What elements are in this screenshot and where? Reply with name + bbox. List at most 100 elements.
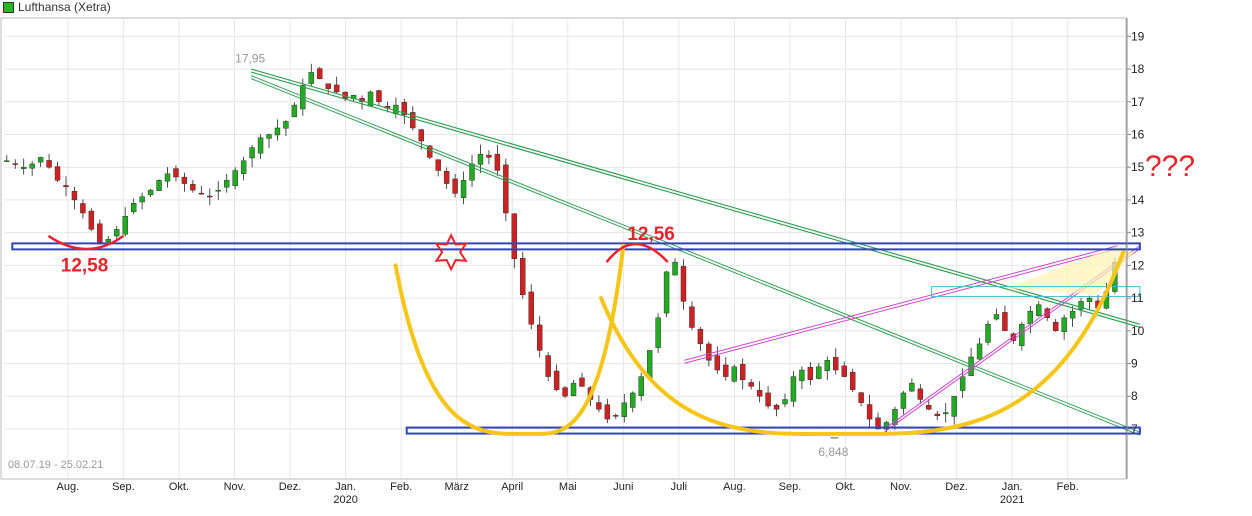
candle-body xyxy=(858,392,864,403)
question-label: ??? xyxy=(1145,150,1195,183)
candle-body xyxy=(528,291,534,325)
x-tick-label: Nov. xyxy=(224,481,246,493)
y-tick-label: 18 xyxy=(1131,62,1145,76)
candle-body xyxy=(773,404,780,410)
candle-body xyxy=(689,306,695,328)
y-axis: 7 8 9 10 11 12 13 14 15 16 17 18 19 xyxy=(1126,18,1145,479)
chart-legend: Lufthansa (Xetra) xyxy=(3,0,111,14)
candle-body xyxy=(283,121,289,129)
candle-body xyxy=(1061,317,1067,332)
x-tick-label: April xyxy=(501,481,523,493)
candle-body xyxy=(959,376,966,391)
candle-body xyxy=(909,382,915,392)
date-range-label: 08.07.19 - 25.02.21 xyxy=(8,459,104,471)
candle-body xyxy=(799,369,805,382)
point-label: 17,95 xyxy=(235,52,265,66)
mid-resistance-label: 12,56 xyxy=(627,224,675,245)
candle-body xyxy=(401,102,408,116)
candle-body xyxy=(723,364,729,377)
trend-line xyxy=(250,78,1141,436)
candle-body xyxy=(12,163,18,165)
candle-body xyxy=(536,324,543,351)
x-tick-label: Okt. xyxy=(835,481,855,493)
candle-body xyxy=(215,189,221,192)
candle-body xyxy=(1086,297,1093,302)
candle-body xyxy=(333,84,340,93)
candle-body xyxy=(139,196,145,203)
candle-body xyxy=(147,189,154,196)
candle-body xyxy=(37,157,44,163)
channel-line xyxy=(684,248,1118,364)
candle-body xyxy=(1027,310,1034,325)
candle-body xyxy=(553,370,560,390)
candle-body xyxy=(266,134,272,139)
y-tick-label: 14 xyxy=(1131,193,1145,207)
candle-body xyxy=(452,178,458,194)
candle-body xyxy=(976,343,983,360)
candle-body xyxy=(740,364,746,381)
y-tick-label: 19 xyxy=(1131,29,1145,43)
channel-line xyxy=(684,245,1118,361)
x-tick-label: Jan. xyxy=(1002,481,1023,493)
candle-body xyxy=(807,367,814,381)
y-tick-label: 9 xyxy=(1131,357,1138,371)
y-tick-label: 16 xyxy=(1131,128,1145,142)
y-tick-label: 10 xyxy=(1131,324,1145,338)
candle-body xyxy=(477,153,484,165)
candle-body xyxy=(841,365,847,377)
star-icon xyxy=(434,232,468,272)
candle-body xyxy=(849,371,856,390)
candle-body xyxy=(435,159,441,171)
candle-body xyxy=(706,343,712,361)
candle-body xyxy=(249,147,255,159)
support-line xyxy=(11,242,1141,251)
candle-body xyxy=(663,271,670,314)
x-tick-label: Jan. xyxy=(335,481,356,493)
candle-body xyxy=(782,399,788,405)
arc-curve xyxy=(393,243,626,436)
candle-body xyxy=(105,238,111,243)
left-support-label: 12,58 xyxy=(61,255,109,276)
candle-body xyxy=(190,183,196,191)
candle-body xyxy=(71,190,78,201)
y-tick-label: 11 xyxy=(1131,291,1144,305)
candle-body xyxy=(655,317,661,348)
candle-body xyxy=(46,160,52,168)
legend-swatch xyxy=(3,1,14,13)
candle-body xyxy=(317,68,323,80)
candle-body xyxy=(410,112,416,129)
trend-line xyxy=(251,68,1141,325)
candle-body xyxy=(325,83,331,89)
year-label: 2021 xyxy=(1000,494,1024,506)
x-axis: Aug. Sep. Okt. Nov. Dez. Jan. Feb. März April Mai… xyxy=(57,481,1079,506)
candle-body xyxy=(638,376,644,396)
annotations: 17,95 6,848 12,58 12,56??? xyxy=(47,52,1195,459)
x-tick-label: Sep. xyxy=(112,481,135,493)
candle-body xyxy=(198,192,205,195)
candle-body xyxy=(156,180,162,191)
candle-body xyxy=(1078,301,1084,310)
cyan-range-box xyxy=(931,286,1141,297)
candle-body xyxy=(613,415,619,417)
y-tick-label: 17 xyxy=(1131,95,1145,109)
candle-body xyxy=(951,396,957,417)
y-tick-label: 8 xyxy=(1131,389,1138,403)
candle-body xyxy=(731,366,737,382)
x-tick-label: Aug. xyxy=(57,481,80,493)
candle-body xyxy=(20,167,27,169)
candle-body xyxy=(993,314,1000,320)
x-tick-label: Mai xyxy=(559,481,577,493)
candle-body xyxy=(824,360,830,372)
candle-body xyxy=(579,377,585,387)
candle-body xyxy=(748,382,754,387)
candle-body xyxy=(494,153,501,171)
x-tick-label: Aug. xyxy=(723,481,746,493)
triangle-fill xyxy=(1006,245,1135,295)
candle-body xyxy=(697,329,704,345)
trend-line xyxy=(251,71,1141,328)
candle-body xyxy=(443,170,450,184)
candle-body xyxy=(486,154,492,158)
candle-body xyxy=(866,404,873,420)
candle-body xyxy=(207,195,213,198)
candle-body xyxy=(596,402,602,410)
